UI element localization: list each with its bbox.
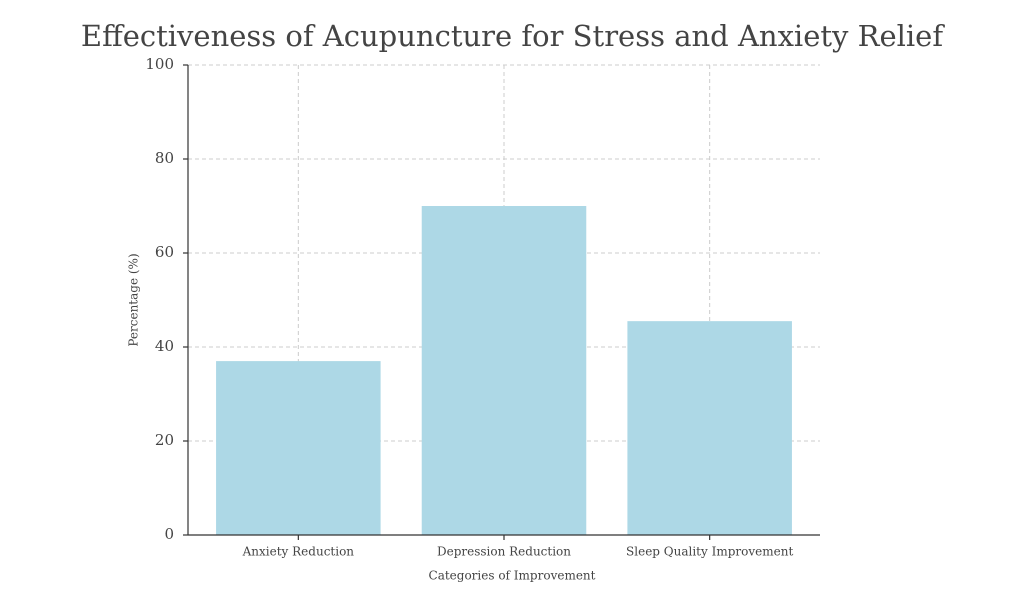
- x-tick-label: Sleep Quality Improvement: [626, 545, 793, 559]
- bar: [627, 321, 792, 535]
- x-tick-label: Depression Reduction: [437, 545, 571, 559]
- y-tick-label: 20: [155, 431, 174, 449]
- y-axis-label: Percentage (%): [127, 253, 141, 346]
- chart-title: Effectiveness of Acupuncture for Stress …: [81, 19, 945, 53]
- y-tick-label: 40: [155, 337, 174, 355]
- y-tick-label: 80: [155, 149, 174, 167]
- x-axis-label: Categories of Improvement: [429, 569, 596, 583]
- y-tick-label: 60: [155, 243, 174, 261]
- y-tick-label: 0: [164, 525, 174, 543]
- bar: [216, 361, 381, 535]
- bar: [421, 206, 587, 535]
- y-tick-label: 100: [145, 55, 174, 73]
- x-tick-label: Anxiety Reduction: [242, 545, 355, 559]
